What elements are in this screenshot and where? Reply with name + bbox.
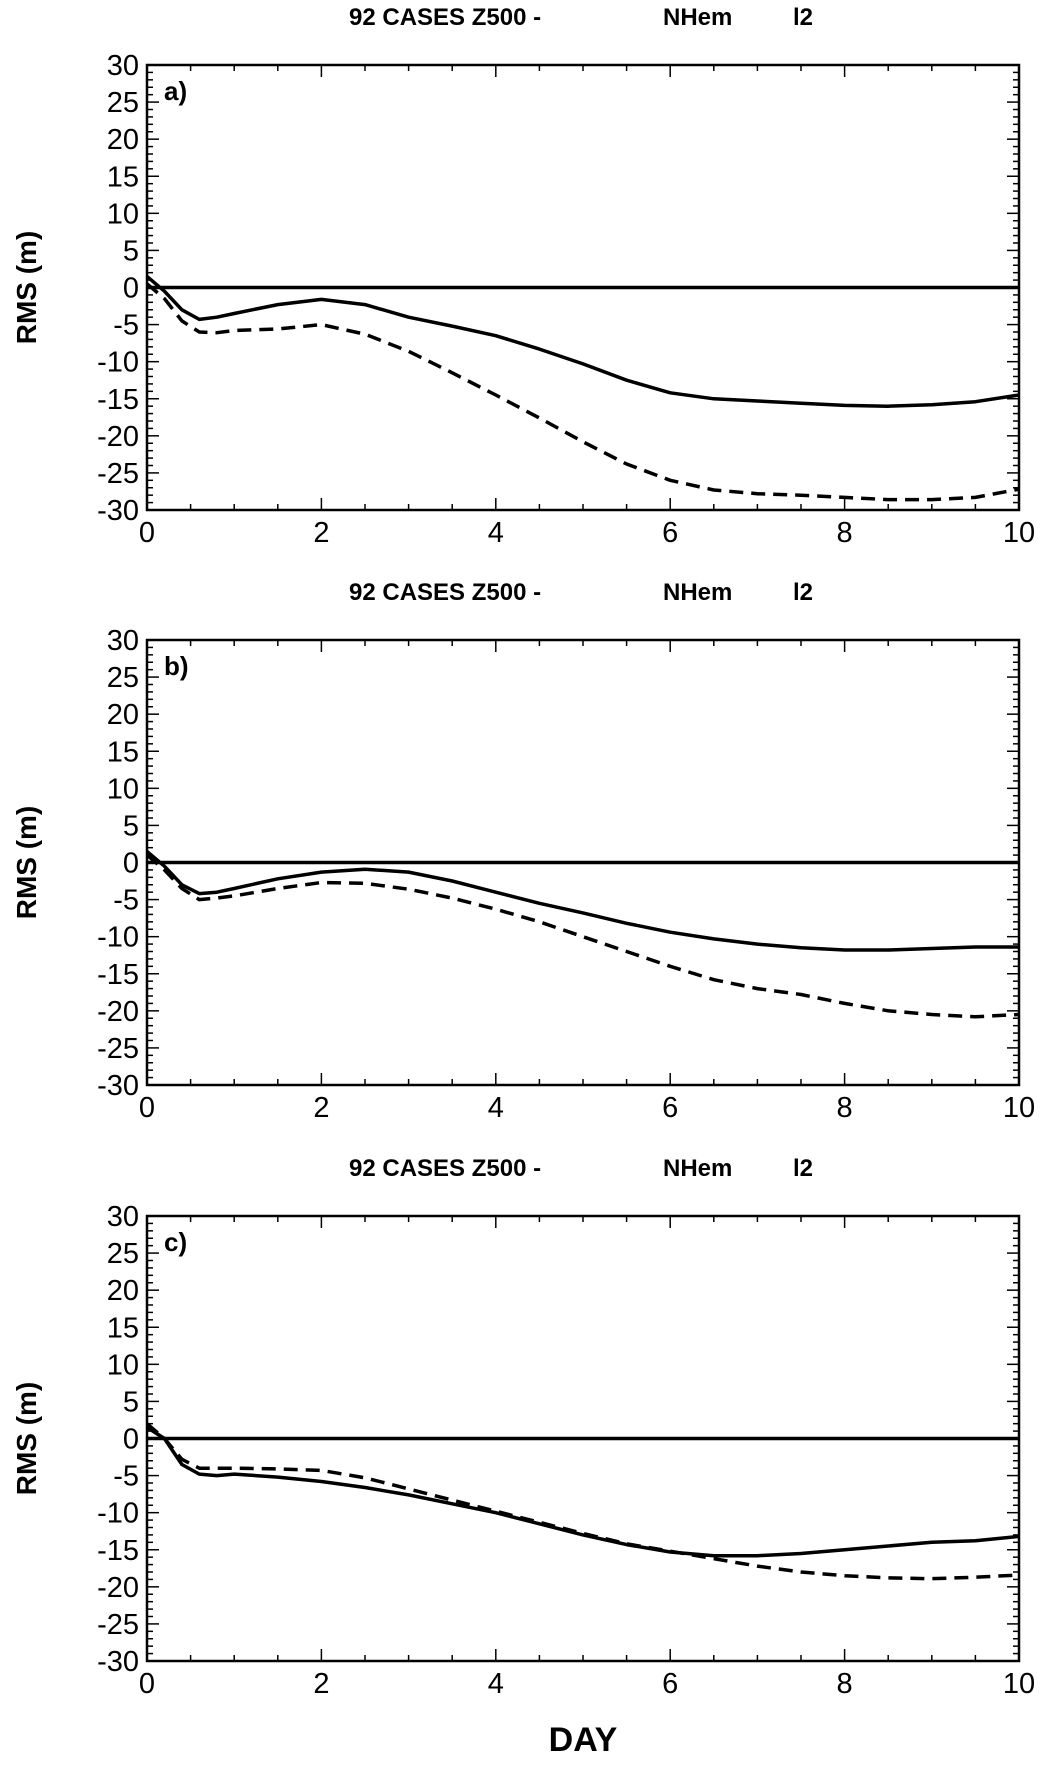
- y-tick-label: -15: [97, 959, 139, 991]
- y-tick-label: 25: [107, 1238, 139, 1270]
- panel-label: a): [164, 76, 187, 106]
- chart-panel: 92 CASES Z500 - NHem l2302520151050-5-10-1…: [11, 579, 1035, 1124]
- x-tick-label: 6: [662, 1092, 678, 1124]
- y-tick-label: -5: [113, 885, 139, 917]
- y-tick-label: 10: [107, 1349, 139, 1381]
- series-line-solid: [145, 850, 1019, 952]
- x-tick-label: 6: [662, 517, 678, 549]
- chart-title-part: l2: [793, 4, 813, 31]
- chart-title-part: l2: [793, 1155, 813, 1182]
- y-tick-label: 30: [107, 625, 139, 657]
- y-tick-label: -30: [97, 1070, 139, 1102]
- series-line-dashed: [145, 1422, 1020, 1581]
- y-tick-label: 15: [107, 1312, 139, 1344]
- x-tick-label: 0: [139, 1668, 155, 1700]
- y-axis-label: RMS (m): [11, 231, 42, 345]
- chart-title-part: NHem: [663, 1155, 732, 1182]
- x-tick-label: 8: [837, 1668, 853, 1700]
- x-tick-label: 4: [488, 1668, 504, 1700]
- y-tick-label: 20: [107, 124, 139, 156]
- series-line-solid: [146, 1425, 1020, 1558]
- chart-title-part: l2: [793, 579, 813, 606]
- x-tick-label: 4: [488, 517, 504, 549]
- chart-panel: 92 CASES Z500 - NHem l2302520151050-5-10-1…: [11, 1155, 1035, 1759]
- panel-label: c): [164, 1227, 187, 1257]
- y-tick-label: 10: [107, 198, 139, 230]
- y-tick-label: -20: [97, 996, 139, 1028]
- series-line-dashed: [145, 853, 1020, 1019]
- y-tick-label: 20: [107, 1275, 139, 1307]
- series-line-solid: [145, 275, 1020, 408]
- chart-title: 92 CASES Z500 - NHem l2: [349, 4, 813, 31]
- y-tick-label: -10: [97, 922, 139, 954]
- x-tick-label: 8: [837, 1092, 853, 1124]
- y-tick-label: -30: [97, 495, 139, 527]
- x-tick-label: 0: [139, 1092, 155, 1124]
- y-tick-label: 10: [107, 773, 139, 805]
- x-tick-label: 8: [837, 517, 853, 549]
- x-axis-label: DAY: [549, 1721, 618, 1759]
- y-tick-label: -20: [97, 1572, 139, 1604]
- x-tick-label: 10: [1003, 1668, 1035, 1700]
- y-tick-label: 15: [107, 161, 139, 193]
- y-tick-label: -25: [97, 1033, 139, 1065]
- chart-title: 92 CASES Z500 - NHem l2: [349, 579, 813, 606]
- chart-title-part: 92 CASES Z500 -: [349, 4, 541, 31]
- x-tick-label: 4: [488, 1092, 504, 1124]
- y-tick-label: 0: [123, 1424, 139, 1456]
- x-tick-label: 10: [1003, 1092, 1035, 1124]
- y-tick-label: 0: [123, 273, 139, 305]
- y-tick-label: 20: [107, 699, 139, 731]
- y-tick-label: 5: [123, 235, 139, 267]
- y-tick-label: -10: [97, 1498, 139, 1530]
- y-axis-label: RMS (m): [11, 806, 42, 920]
- y-tick-label: -20: [97, 421, 139, 453]
- x-tick-label: 2: [313, 517, 329, 549]
- y-tick-label: -30: [97, 1646, 139, 1678]
- chart-title-part: 92 CASES Z500 -: [349, 579, 541, 606]
- y-tick-label: -10: [97, 347, 139, 379]
- y-tick-label: 25: [107, 662, 139, 694]
- series-line-dashed: [145, 282, 1020, 502]
- x-tick-label: 6: [662, 1668, 678, 1700]
- y-tick-label: 15: [107, 736, 139, 768]
- panel-label: b): [164, 651, 189, 681]
- chart-title-part: 92 CASES Z500 -: [349, 1155, 541, 1182]
- x-tick-label: 10: [1003, 517, 1035, 549]
- x-tick-label: 0: [139, 517, 155, 549]
- y-tick-label: 5: [123, 810, 139, 842]
- y-tick-label: -5: [113, 1461, 139, 1493]
- y-tick-label: -15: [97, 384, 139, 416]
- y-tick-label: -25: [97, 1609, 139, 1641]
- y-tick-label: 25: [107, 87, 139, 119]
- chart-title-part: NHem: [663, 4, 732, 31]
- y-tick-label: 30: [107, 1201, 139, 1233]
- y-tick-label: -15: [97, 1535, 139, 1567]
- x-tick-label: 2: [313, 1668, 329, 1700]
- y-tick-label: 0: [123, 848, 139, 880]
- y-tick-label: -5: [113, 310, 139, 342]
- x-tick-label: 2: [313, 1092, 329, 1124]
- y-tick-label: 5: [123, 1386, 139, 1418]
- y-axis-label: RMS (m): [11, 1382, 42, 1496]
- chart-title-part: NHem: [663, 579, 732, 606]
- chart-title: 92 CASES Z500 - NHem l2: [349, 1155, 813, 1182]
- y-tick-label: 30: [107, 50, 139, 82]
- y-tick-label: -25: [97, 458, 139, 490]
- chart-panel: 92 CASES Z500 - NHem l2302520151050-5-10-1…: [11, 4, 1035, 549]
